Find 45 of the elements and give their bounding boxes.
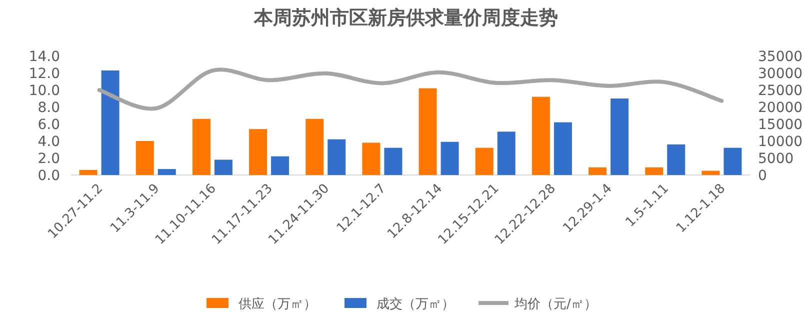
bar [384, 148, 402, 175]
y-tick-label: 4.0 [38, 134, 60, 150]
bar [101, 70, 120, 175]
bar [418, 88, 437, 175]
y-tick-label: 0.0 [38, 168, 60, 184]
bar [306, 118, 324, 175]
y2-tick-label: 5000 [758, 151, 794, 167]
legend-label: 供应（万㎡） [238, 296, 316, 312]
bar [667, 144, 686, 175]
bar [702, 170, 720, 175]
bar [724, 148, 742, 175]
bar [362, 142, 380, 175]
y-tick-label: 6.0 [38, 117, 60, 133]
bar [249, 129, 268, 175]
bar [497, 132, 516, 175]
bar [610, 98, 629, 175]
y2-tick-label: 20000 [758, 100, 803, 116]
bar [554, 122, 572, 175]
y2-tick-label: 30000 [758, 66, 803, 82]
y-tick-label: 8.0 [38, 100, 60, 116]
y-tick-label: 14.0 [28, 49, 60, 65]
chart-title: 本周苏州市区新房供求量价周度走势 [253, 7, 558, 29]
bar [588, 167, 607, 175]
y-tick-label: 12.0 [28, 66, 60, 82]
bar [440, 142, 459, 175]
y2-tick-label: 15000 [758, 117, 803, 133]
bar [475, 148, 494, 175]
y2-tick-label: 0 [758, 168, 767, 184]
legend-label: 成交（万㎡） [376, 296, 454, 312]
bar [645, 167, 664, 175]
line-series [97, 68, 724, 111]
y2-tick-label: 10000 [758, 134, 803, 150]
y2-tick-label: 35000 [758, 49, 803, 65]
y-tick-label: 2.0 [38, 151, 60, 167]
bar [192, 118, 210, 175]
y2-tick-label: 25000 [758, 83, 803, 99]
bar [271, 156, 290, 175]
y-tick-label: 10.0 [28, 83, 60, 99]
bar [136, 141, 154, 175]
bar [79, 170, 98, 175]
bar [328, 139, 346, 175]
legend-label: 均价（元/㎡） [514, 297, 597, 312]
bar [158, 169, 176, 175]
bar [214, 160, 232, 175]
bar [532, 96, 550, 175]
